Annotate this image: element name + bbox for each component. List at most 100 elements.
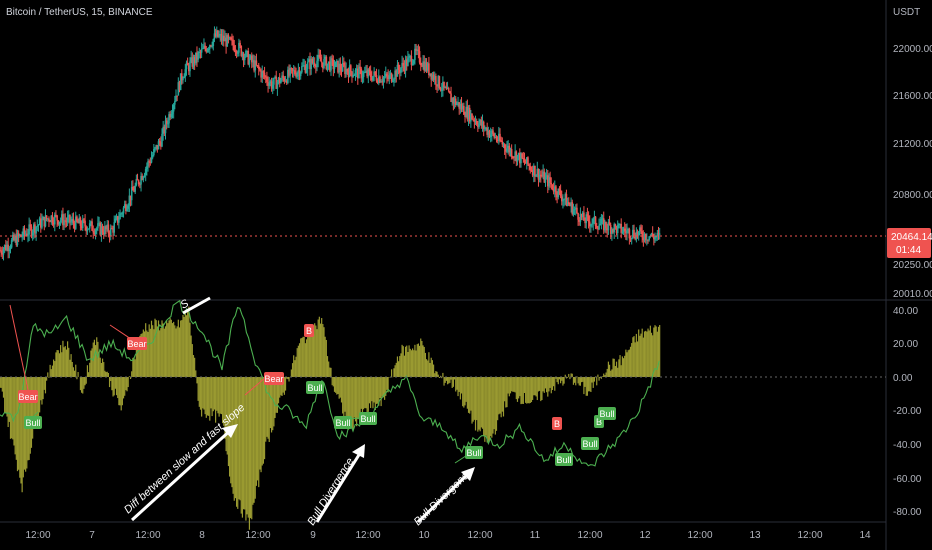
candle-body <box>99 222 102 235</box>
candle-body <box>168 114 170 124</box>
candle-body <box>508 145 511 153</box>
candle-body <box>594 216 597 227</box>
candle-body <box>59 220 62 222</box>
candle-body <box>622 228 625 232</box>
osc-tick: 0.00 <box>893 373 913 384</box>
candle-body <box>106 224 109 230</box>
candle-body <box>409 56 412 58</box>
candle-body <box>246 50 248 52</box>
candle-body <box>334 61 337 67</box>
time-tick: 12:00 <box>25 530 50 541</box>
candle-body <box>242 53 245 61</box>
candle-body <box>495 137 498 141</box>
candle-body <box>249 55 252 59</box>
candle-body <box>291 68 294 72</box>
svg-text:Bull: Bull <box>599 409 614 419</box>
candle-body <box>208 45 211 49</box>
candle-body <box>626 230 628 234</box>
bull-signal: Bull <box>598 407 616 420</box>
annotation-arrow[interactable] <box>416 470 472 524</box>
candle-body <box>80 225 83 229</box>
candle-body <box>403 65 406 72</box>
symbol-title[interactable]: Bitcoin / TetherUS, 15, BINANCE <box>6 7 153 18</box>
candle-body <box>142 176 145 180</box>
price-panel[interactable] <box>0 26 661 261</box>
currency-label: USDT <box>893 7 920 18</box>
candle-body <box>627 229 630 231</box>
candle-body <box>212 39 215 46</box>
candle-body <box>129 195 132 201</box>
oscillator-panel[interactable] <box>0 299 661 530</box>
candle-body <box>128 195 131 206</box>
candle-body <box>257 65 260 70</box>
time-tick: 12:00 <box>135 530 160 541</box>
candle-body <box>70 221 72 223</box>
candle-body <box>260 70 262 78</box>
last-price-badge[interactable] <box>887 228 931 258</box>
bear-signal: B <box>304 324 314 337</box>
candle-body <box>79 217 82 226</box>
candle-body <box>374 71 377 75</box>
candle-body <box>332 59 335 69</box>
candle-body <box>39 218 42 228</box>
candle-body <box>200 48 203 53</box>
candle-body <box>650 233 653 236</box>
candle-body <box>341 62 344 72</box>
candle-body <box>205 48 208 52</box>
candle-body <box>437 76 440 87</box>
candle-body <box>15 236 18 246</box>
candle-body <box>541 175 543 177</box>
candle-body <box>269 81 272 84</box>
candle-body <box>50 215 53 222</box>
candle-body <box>285 80 288 83</box>
candle-body <box>319 57 322 62</box>
candle-body <box>114 218 117 223</box>
candle-body <box>192 57 195 67</box>
candle-body <box>591 223 593 225</box>
time-tick: 12:00 <box>467 530 492 541</box>
candle-body <box>312 62 315 64</box>
candle-body <box>449 91 451 94</box>
candle-body <box>402 62 405 66</box>
candle-body <box>368 69 371 72</box>
candle-body <box>100 226 103 235</box>
candle-body <box>195 52 197 64</box>
candle-body <box>503 144 506 149</box>
candle-body <box>512 156 514 158</box>
svg-text:Bull: Bull <box>582 439 597 449</box>
candle-body <box>5 244 7 251</box>
candle-body <box>127 205 130 209</box>
candle-body <box>639 227 641 232</box>
candle-body <box>239 42 241 47</box>
candle-body <box>580 213 583 218</box>
candle-body <box>621 231 624 233</box>
bull-signal: Bull <box>306 381 324 394</box>
candle-body <box>468 107 471 122</box>
svg-text:B: B <box>554 419 560 429</box>
candle-body <box>318 54 321 58</box>
candle-body <box>101 226 104 233</box>
candle-body <box>74 216 77 229</box>
annotation-arrow[interactable] <box>182 296 211 315</box>
time-tick: 11 <box>530 530 541 541</box>
time-tick: 12:00 <box>687 530 712 541</box>
candle-body <box>347 71 350 77</box>
candle-body <box>609 225 612 234</box>
candle-body <box>496 140 499 142</box>
candle-body <box>170 113 173 118</box>
candle-body <box>376 80 379 84</box>
candle-body <box>459 103 462 109</box>
candle-body <box>276 82 279 89</box>
annotation-arrow[interactable] <box>315 449 364 523</box>
candle-body <box>620 223 623 233</box>
candle-body <box>196 52 198 60</box>
candle-body <box>14 236 16 241</box>
annotation-arrow[interactable] <box>130 426 235 522</box>
candle-body <box>146 166 148 170</box>
candle-body <box>65 221 68 223</box>
candle-body <box>360 68 363 79</box>
candle-body <box>515 151 518 162</box>
candle-body <box>465 106 467 117</box>
candle-body <box>295 74 297 77</box>
candle-body <box>81 219 84 229</box>
